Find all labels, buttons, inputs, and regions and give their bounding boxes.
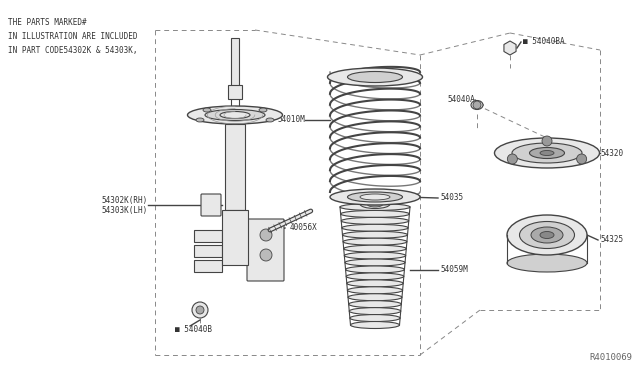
Circle shape bbox=[192, 302, 208, 318]
Ellipse shape bbox=[351, 321, 399, 328]
Ellipse shape bbox=[367, 201, 383, 207]
Text: 40056X: 40056X bbox=[290, 224, 317, 232]
Ellipse shape bbox=[342, 231, 408, 238]
Ellipse shape bbox=[348, 71, 403, 83]
Bar bbox=[222, 210, 248, 265]
Ellipse shape bbox=[346, 266, 404, 273]
Ellipse shape bbox=[529, 148, 564, 158]
Text: ■ 54040BA: ■ 54040BA bbox=[523, 38, 564, 46]
Ellipse shape bbox=[348, 287, 403, 294]
Ellipse shape bbox=[344, 252, 406, 259]
Ellipse shape bbox=[495, 138, 600, 168]
Ellipse shape bbox=[540, 231, 554, 238]
Ellipse shape bbox=[349, 301, 401, 308]
Circle shape bbox=[260, 249, 272, 261]
Ellipse shape bbox=[360, 194, 390, 200]
Circle shape bbox=[542, 136, 552, 146]
Ellipse shape bbox=[343, 238, 407, 245]
Ellipse shape bbox=[342, 224, 408, 231]
Text: 54325: 54325 bbox=[600, 235, 623, 244]
Circle shape bbox=[577, 154, 587, 164]
Bar bbox=[225, 124, 245, 210]
Ellipse shape bbox=[512, 143, 582, 163]
Circle shape bbox=[473, 101, 481, 109]
Text: 54320: 54320 bbox=[600, 148, 623, 157]
Text: 54035: 54035 bbox=[440, 193, 463, 202]
Circle shape bbox=[196, 306, 204, 314]
Text: 54010M: 54010M bbox=[277, 115, 305, 125]
Text: 54059M: 54059M bbox=[440, 266, 468, 275]
Ellipse shape bbox=[203, 108, 211, 112]
Text: 54040A: 54040A bbox=[447, 96, 475, 105]
FancyBboxPatch shape bbox=[247, 219, 284, 281]
Circle shape bbox=[260, 229, 272, 241]
Ellipse shape bbox=[188, 106, 282, 124]
Ellipse shape bbox=[471, 100, 483, 109]
Ellipse shape bbox=[350, 315, 400, 321]
Ellipse shape bbox=[531, 227, 563, 243]
Text: R4010069: R4010069 bbox=[589, 353, 632, 362]
Text: 54303K(LH): 54303K(LH) bbox=[102, 205, 148, 215]
Bar bbox=[231, 38, 239, 95]
Circle shape bbox=[508, 154, 517, 164]
Bar bbox=[194, 245, 222, 257]
Bar bbox=[228, 85, 242, 99]
Text: 54302K(RH): 54302K(RH) bbox=[102, 196, 148, 205]
Ellipse shape bbox=[340, 211, 410, 218]
Ellipse shape bbox=[348, 192, 403, 202]
Ellipse shape bbox=[345, 259, 405, 266]
Ellipse shape bbox=[540, 151, 554, 155]
Bar bbox=[194, 230, 222, 242]
Ellipse shape bbox=[330, 189, 420, 205]
Ellipse shape bbox=[349, 308, 401, 315]
Ellipse shape bbox=[348, 294, 402, 301]
Ellipse shape bbox=[196, 118, 204, 122]
Ellipse shape bbox=[205, 109, 265, 121]
Bar bbox=[194, 260, 222, 272]
Ellipse shape bbox=[346, 273, 404, 280]
Ellipse shape bbox=[520, 221, 575, 248]
Ellipse shape bbox=[259, 108, 267, 112]
Ellipse shape bbox=[220, 112, 250, 119]
Ellipse shape bbox=[360, 199, 390, 208]
Ellipse shape bbox=[507, 215, 587, 255]
Ellipse shape bbox=[328, 68, 422, 86]
Ellipse shape bbox=[344, 245, 406, 252]
Text: THE PARTS MARKED#
IN ILLUSTRATION ARE INCLUDED
IN PART CODE54302K & 54303K,: THE PARTS MARKED# IN ILLUSTRATION ARE IN… bbox=[8, 18, 138, 55]
Text: ■ 54040B: ■ 54040B bbox=[175, 326, 212, 334]
Ellipse shape bbox=[347, 280, 403, 287]
Ellipse shape bbox=[341, 217, 409, 224]
Ellipse shape bbox=[340, 203, 410, 211]
Ellipse shape bbox=[266, 118, 274, 122]
FancyBboxPatch shape bbox=[201, 194, 221, 216]
Ellipse shape bbox=[507, 254, 587, 272]
